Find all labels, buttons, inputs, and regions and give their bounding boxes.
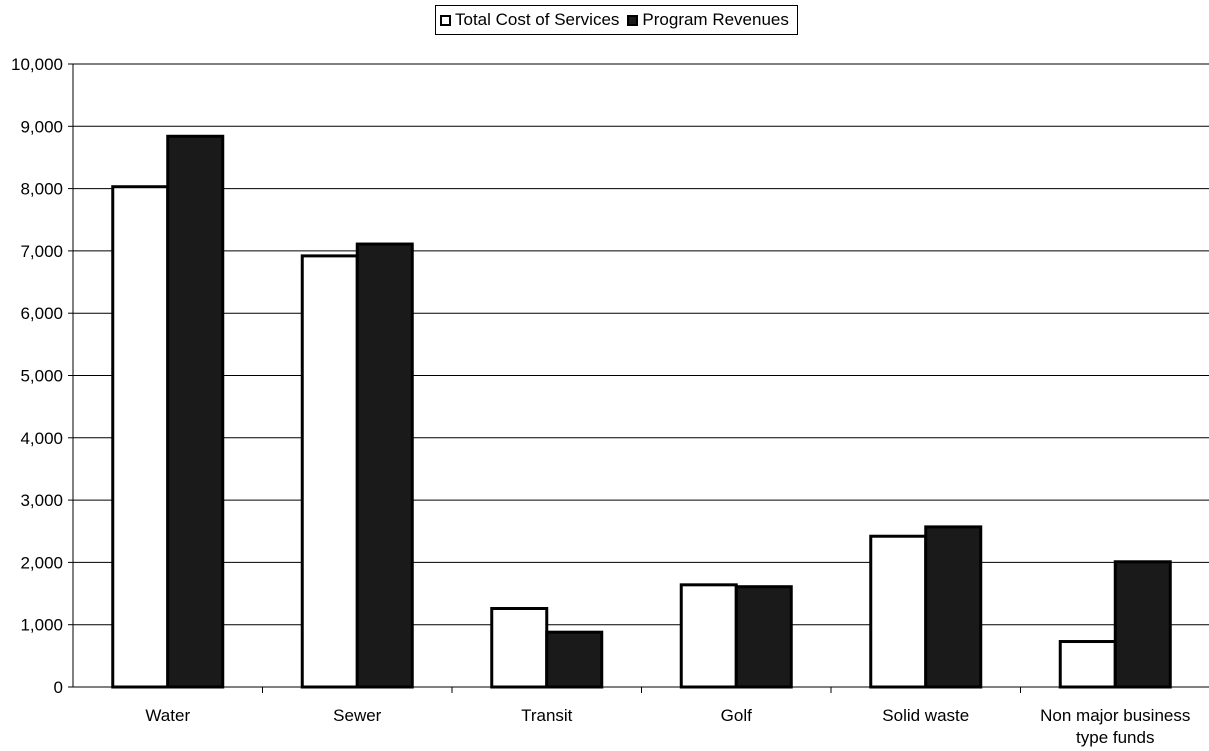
y-tick-label: 4,000 [20, 429, 63, 448]
x-tick-label: Solid waste [882, 706, 969, 725]
y-tick-label: 0 [54, 678, 63, 697]
bar-total-cost [490, 607, 549, 689]
bars [111, 134, 1172, 689]
legend-item-total-cost: Total Cost of Services [440, 10, 619, 30]
x-tick-labels: Water Sewer Transit Golf Solid waste Non majo… [145, 706, 1190, 747]
y-tick-label: 8,000 [20, 180, 63, 199]
x-tick-label: Transit [521, 706, 573, 725]
y-tick-label: 3,000 [20, 491, 63, 510]
bar-program-revenues [924, 525, 983, 689]
bar-total-cost [111, 185, 170, 689]
bar-total-cost [869, 534, 928, 689]
legend-item-program-revenues: Program Revenues [627, 10, 789, 30]
bar-program-revenues [734, 585, 793, 689]
gridlines [73, 63, 1209, 626]
legend-swatch-program-revenues [627, 14, 639, 26]
y-tick-label: 5,000 [20, 367, 63, 386]
y-tick-label: 7,000 [20, 242, 63, 261]
bar-program-revenues [355, 242, 414, 689]
y-tick-label: 9,000 [20, 117, 63, 136]
chart-legend: Total Cost of Services Program Revenues [435, 5, 798, 35]
y-tick-labels: 0 1,000 2,000 3,000 4,000 5,000 6,000 7,000 8,00… [11, 55, 63, 697]
axes [68, 63, 1209, 693]
bar-total-cost [300, 254, 359, 689]
legend-label-total-cost: Total Cost of Services [455, 10, 620, 29]
y-tick-label: 2,000 [20, 553, 63, 572]
x-tick-label: Golf [721, 706, 752, 725]
bar-program-revenues [166, 134, 225, 689]
bar-total-cost [1058, 640, 1117, 689]
bar-total-cost [679, 583, 738, 689]
x-tick-label: Sewer [333, 706, 382, 725]
y-tick-label: 6,000 [20, 304, 63, 323]
bar-program-revenues [545, 630, 604, 689]
y-tick-label: 10,000 [11, 55, 63, 74]
legend-swatch-total-cost [440, 14, 451, 26]
bar-program-revenues [1113, 560, 1172, 689]
y-tick-label: 1,000 [20, 616, 63, 635]
x-tick-label: Non major business type funds [1040, 706, 1190, 747]
legend-label-program-revenues: Program Revenues [642, 10, 789, 29]
x-tick-label: Water [145, 706, 190, 725]
